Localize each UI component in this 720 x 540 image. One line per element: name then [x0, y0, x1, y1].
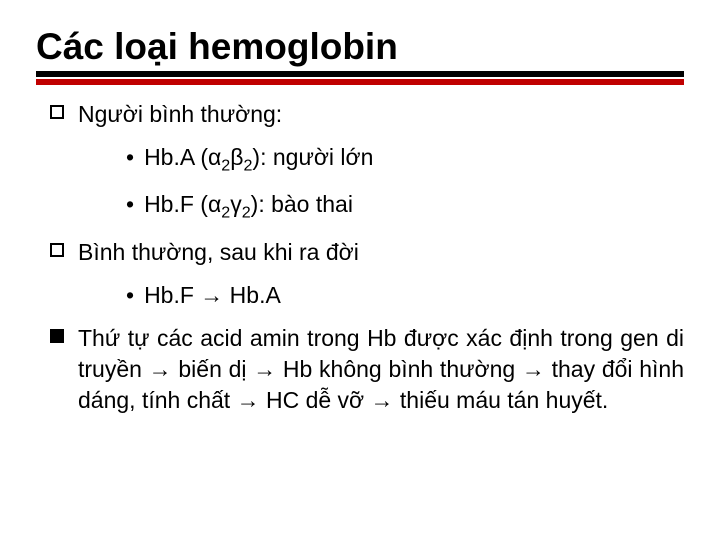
- list-item-level2: • Hb.A (α2β2): người lớn: [126, 142, 684, 177]
- title-block: Các loại hemoglobin: [36, 28, 684, 85]
- square-bullet-icon: [50, 105, 64, 119]
- slide-title: Các loại hemoglobin: [36, 28, 684, 71]
- list-item-level2: • Hb.F (α2γ2): bào thai: [126, 189, 684, 224]
- dot-bullet-icon: •: [126, 142, 134, 173]
- slide: Các loại hemoglobin Người bình thường: • H…: [0, 0, 720, 540]
- list-item-level1: Bình thường, sau khi ra đời: [50, 237, 684, 268]
- dot-bullet-icon: •: [126, 280, 134, 311]
- list-item-text: Thứ tự các acid amin trong Hb được xác đ…: [78, 323, 684, 416]
- list-item-text: Hb.F (α2γ2): bào thai: [144, 189, 684, 224]
- slide-body: Người bình thường: • Hb.A (α2β2): người lớ…: [36, 99, 684, 416]
- list-item-text: Hb.F → Hb.A: [144, 280, 684, 311]
- list-item-text: Bình thường, sau khi ra đời: [78, 237, 684, 268]
- title-rule-top: [36, 71, 684, 77]
- title-rule-bottom: [36, 79, 684, 85]
- dot-bullet-icon: •: [126, 189, 134, 220]
- list-item-level1: Người bình thường:: [50, 99, 684, 130]
- square-bullet-icon: [50, 329, 64, 343]
- list-item-level2: • Hb.F → Hb.A: [126, 280, 684, 311]
- list-item-text: Hb.A (α2β2): người lớn: [144, 142, 684, 177]
- list-item-level1: Thứ tự các acid amin trong Hb được xác đ…: [50, 323, 684, 416]
- square-bullet-icon: [50, 243, 64, 257]
- list-item-text: Người bình thường:: [78, 99, 684, 130]
